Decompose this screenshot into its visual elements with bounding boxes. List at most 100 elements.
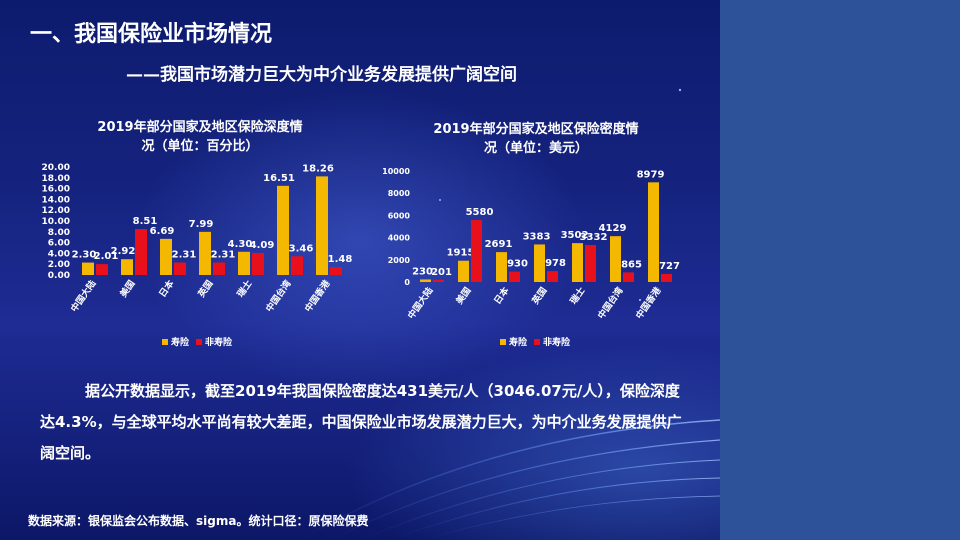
depth-bar-nonlife xyxy=(252,252,264,275)
depth-chart-title-line1: 2019年部分国家及地区保险深度情 xyxy=(97,119,302,135)
depth-bar-nonlife xyxy=(330,267,342,275)
density-bar-life xyxy=(496,252,507,282)
density-data-label: 201 xyxy=(431,267,452,278)
depth-data-label: 2.92 xyxy=(111,246,136,257)
depth-ytick-label: 0.00 xyxy=(48,271,70,281)
density-category-label: 中国台湾 xyxy=(595,285,625,321)
depth-bar-nonlife xyxy=(174,262,186,275)
density-ytick-label: 6000 xyxy=(388,211,411,220)
density-bar-life xyxy=(572,243,583,282)
density-data-label: 230 xyxy=(412,266,433,277)
depth-data-label: 4.30 xyxy=(228,239,253,250)
depth-bar-life xyxy=(238,251,250,275)
density-ytick-label: 0 xyxy=(404,278,410,287)
density-data-label: 3332 xyxy=(580,232,608,243)
density-category-label: 中国香港 xyxy=(633,284,664,321)
density-bar-life xyxy=(610,236,621,282)
density-chart-title-line1: 2019年部分国家及地区保险密度情 xyxy=(433,121,638,137)
density-category-label: 日本 xyxy=(491,284,512,306)
depth-bar-life xyxy=(316,176,328,275)
depth-bar-life xyxy=(277,185,289,275)
density-data-label: 8979 xyxy=(637,169,665,180)
density-ytick-label: 10000 xyxy=(382,167,410,176)
density-category-label: 英国 xyxy=(529,285,550,307)
depth-data-label: 1.48 xyxy=(328,254,353,265)
depth-ytick-label: 2.00 xyxy=(48,260,70,270)
depth-bar-life xyxy=(160,238,172,275)
density-legend-nonlife: 非寿险 xyxy=(543,336,571,348)
density-data-label: 1915 xyxy=(447,248,475,259)
density-bar-nonlife xyxy=(509,271,520,282)
depth-ytick-label: 8.00 xyxy=(48,228,70,238)
depth-bar-life xyxy=(199,231,211,275)
data-source-note: 数据来源：银保监会公布数据、sigma。统计口径：原保险保费 xyxy=(28,514,369,528)
insurance-depth-chart: 2019年部分国家及地区保险深度情 况（单位：百分比） 0.002.004.00… xyxy=(42,119,353,348)
density-data-label: 5580 xyxy=(466,207,494,218)
depth-data-label: 8.51 xyxy=(133,216,158,227)
density-ytick-label: 8000 xyxy=(388,189,411,198)
depth-data-label: 2.31 xyxy=(211,250,236,261)
depth-ytick-label: 10.00 xyxy=(42,217,70,227)
density-bar-nonlife xyxy=(661,273,672,282)
page-title: 一、我国保险业市场情况 xyxy=(30,22,273,47)
depth-data-label: 3.46 xyxy=(289,243,314,254)
depth-ytick-label: 20.00 xyxy=(42,163,70,173)
depth-bar-nonlife xyxy=(135,229,147,275)
density-legend-swatch-life xyxy=(500,339,506,345)
density-bar-nonlife xyxy=(585,245,596,282)
density-category-label: 中国大陆 xyxy=(405,285,435,321)
page-subtitle: ——我国市场潜力巨大为中介业务发展提供广阔空间 xyxy=(126,65,517,85)
density-bar-nonlife xyxy=(471,220,482,282)
density-data-label: 3383 xyxy=(523,231,551,242)
density-bar-nonlife xyxy=(623,272,634,282)
depth-data-label: 2.01 xyxy=(94,251,119,262)
depth-data-label: 6.69 xyxy=(150,226,175,237)
depth-data-label: 18.26 xyxy=(302,163,334,174)
depth-data-label: 4.09 xyxy=(250,240,275,251)
density-bar-life xyxy=(534,244,545,282)
density-bar-life xyxy=(648,182,659,282)
depth-ytick-label: 12.00 xyxy=(42,206,70,216)
density-category-label: 美国 xyxy=(453,285,473,307)
density-data-label: 978 xyxy=(545,258,566,269)
depth-data-label: 2.30 xyxy=(72,250,97,261)
depth-bar-nonlife xyxy=(291,256,303,275)
density-data-label: 727 xyxy=(659,261,680,272)
depth-ytick-label: 14.00 xyxy=(42,195,70,205)
depth-legend-swatch-life xyxy=(162,339,168,345)
density-bar-nonlife xyxy=(433,279,444,282)
density-ytick-label: 4000 xyxy=(388,234,411,243)
depth-ytick-label: 6.00 xyxy=(48,239,70,249)
side-panel xyxy=(720,0,960,540)
density-data-label: 3502 xyxy=(561,230,589,241)
depth-ytick-label: 4.00 xyxy=(48,249,70,259)
depth-bar-nonlife xyxy=(96,264,108,275)
depth-data-label: 16.51 xyxy=(263,173,295,184)
depth-data-label: 2.31 xyxy=(172,250,197,261)
depth-ytick-label: 16.00 xyxy=(42,185,70,195)
density-bar-nonlife xyxy=(547,271,558,282)
density-data-label: 865 xyxy=(621,259,642,270)
density-bar-life xyxy=(458,260,469,282)
density-bar-life xyxy=(420,279,431,282)
depth-legend-swatch-nonlife xyxy=(196,339,202,345)
depth-bar-life xyxy=(121,259,133,275)
depth-bar-nonlife xyxy=(213,262,225,275)
density-chart-title-line2: 况（单位：美元） xyxy=(484,140,588,156)
density-data-label: 2691 xyxy=(485,239,513,250)
depth-bar-life xyxy=(82,262,94,275)
density-category-label: 瑞士 xyxy=(567,285,587,307)
density-ytick-label: 2000 xyxy=(388,256,411,265)
insurance-density-chart: 2019年部分国家及地区保险密度情 况（单位：美元） 0 2000 4000 6000… xyxy=(382,121,680,348)
background-decoration xyxy=(299,88,720,540)
summary-paragraph: 据公开数据显示，截至2019年我国保险密度达431美元/人（3046.07元/人… xyxy=(40,382,682,462)
depth-ytick-label: 18.00 xyxy=(42,174,70,184)
depth-legend-nonlife: 非寿险 xyxy=(205,336,233,348)
depth-chart-title-line2: 况（单位：百分比） xyxy=(141,138,258,154)
depth-legend-life: 寿险 xyxy=(171,336,190,348)
density-data-label: 930 xyxy=(507,259,528,270)
depth-data-label: 7.99 xyxy=(189,219,214,230)
density-legend-swatch-nonlife xyxy=(534,339,540,345)
slide-canvas: 一、我国保险业市场情况 ——我国市场潜力巨大为中介业务发展提供广阔空间 2019… xyxy=(0,0,720,540)
